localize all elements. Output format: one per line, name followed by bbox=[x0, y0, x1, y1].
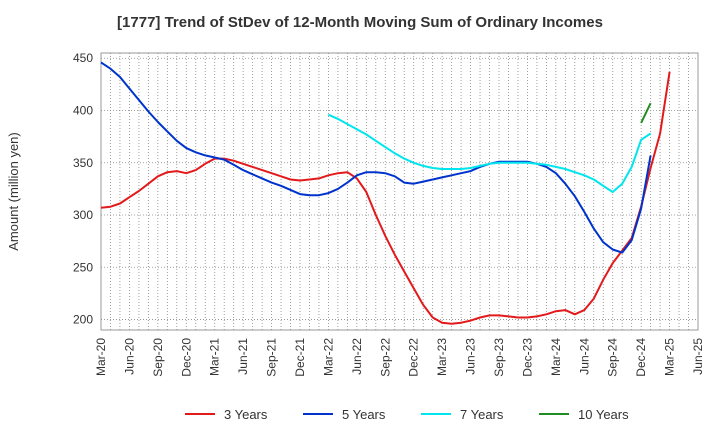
series-line-7-years bbox=[327, 113, 652, 193]
x-tick-label: Sep-21 bbox=[265, 338, 279, 377]
x-tick-label: Mar-25 bbox=[663, 338, 677, 376]
y-tick-label: 300 bbox=[73, 208, 93, 222]
y-tick-label: 350 bbox=[73, 156, 93, 170]
series-line-3-years bbox=[100, 71, 671, 325]
x-tick-label: Jun-25 bbox=[691, 338, 705, 375]
y-tick-label: 400 bbox=[73, 103, 93, 117]
x-tick-label: Jun-21 bbox=[236, 338, 250, 375]
legend-label: 5 Years bbox=[342, 407, 386, 422]
x-tick-label: Mar-23 bbox=[435, 338, 449, 376]
x-tick-label: Mar-20 bbox=[94, 338, 108, 376]
y-tick-label: 200 bbox=[73, 313, 93, 327]
series-line-5-years bbox=[100, 61, 652, 254]
x-tick-label: Jun-23 bbox=[464, 338, 478, 375]
plot-area bbox=[100, 52, 699, 331]
chart-title: [1777] Trend of StDev of 12-Month Moving… bbox=[117, 14, 603, 31]
legend-label: 7 Years bbox=[460, 407, 504, 422]
x-tick-label: Mar-24 bbox=[549, 338, 563, 376]
x-tick-label: Mar-21 bbox=[208, 338, 222, 376]
x-tick-label: Jun-24 bbox=[577, 338, 591, 375]
x-tick-label: Dec-22 bbox=[407, 338, 421, 377]
x-tick-label: Dec-21 bbox=[293, 338, 307, 377]
x-tick-label: Dec-23 bbox=[520, 338, 534, 377]
x-tick-label: Jun-20 bbox=[122, 338, 136, 375]
x-tick-label: Sep-22 bbox=[378, 338, 392, 377]
x-tick-label: Dec-20 bbox=[179, 338, 193, 377]
legend-label: 3 Years bbox=[224, 407, 268, 422]
x-tick-label: Sep-20 bbox=[151, 338, 165, 377]
x-tick-label: Mar-22 bbox=[321, 338, 335, 376]
series-line-10-years bbox=[640, 102, 652, 124]
y-tick-label: 250 bbox=[73, 260, 93, 274]
x-tick-label: Dec-24 bbox=[634, 338, 648, 377]
y-axis-title: Amount (million yen) bbox=[6, 132, 21, 251]
y-tick-label: 450 bbox=[73, 51, 93, 65]
x-tick-label: Sep-23 bbox=[492, 338, 506, 377]
x-tick-label: Sep-24 bbox=[606, 338, 620, 377]
legend-label: 10 Years bbox=[578, 407, 629, 422]
x-tick-label: Jun-22 bbox=[350, 338, 364, 375]
